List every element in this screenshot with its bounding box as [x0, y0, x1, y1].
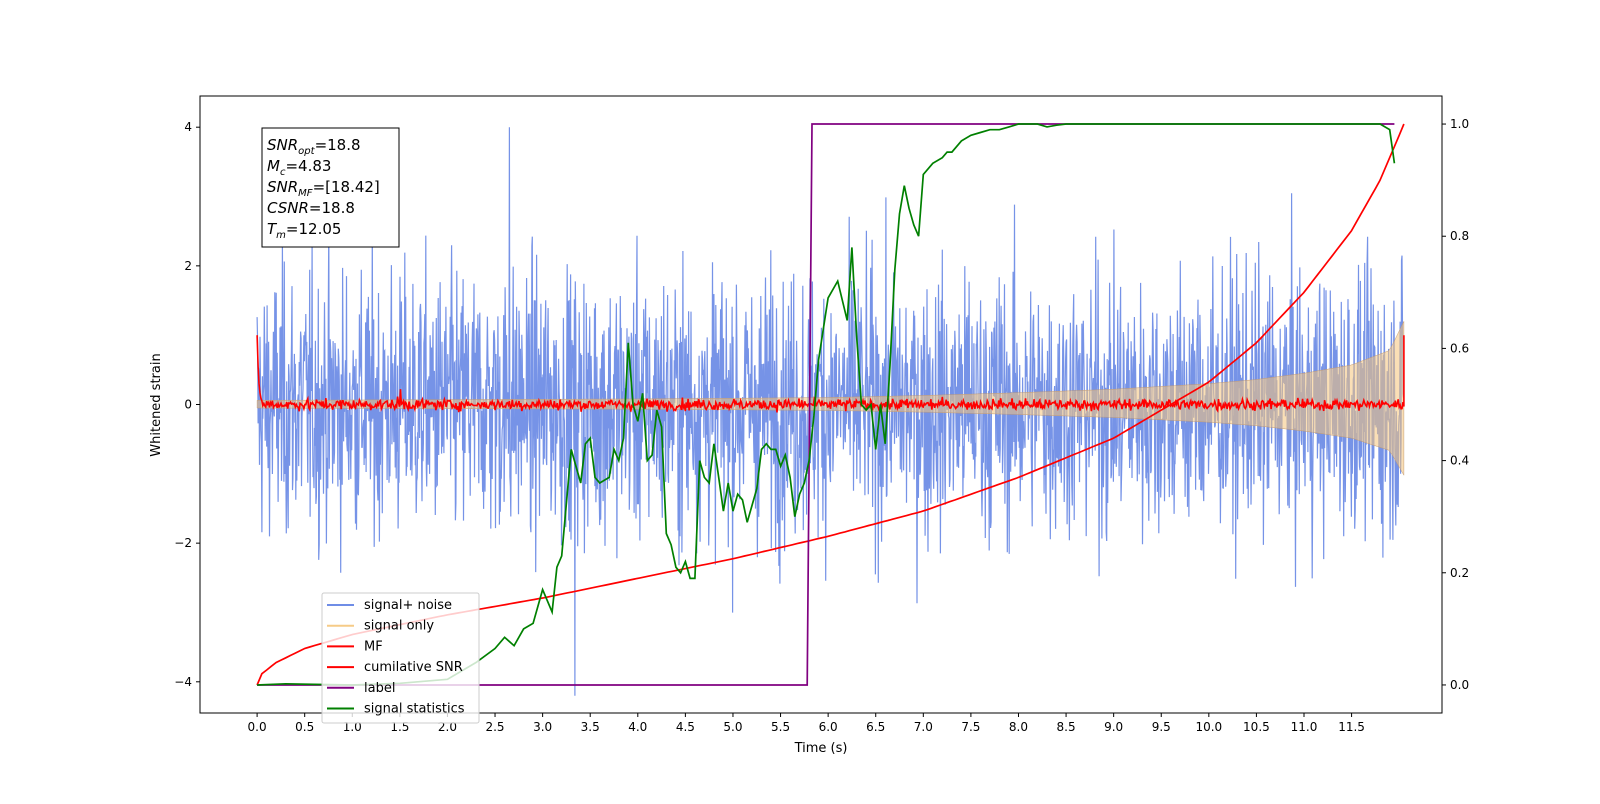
legend-label-mf: MF	[364, 639, 383, 654]
y2-tick-label: 1.0	[1450, 117, 1469, 131]
series-signal-only	[256, 321, 1405, 477]
annotation-line: Mc=4.83	[267, 157, 331, 178]
y2-tick-label: 0.4	[1450, 454, 1469, 468]
legend: signal+ noise signal only MF cumilative SNR…	[321, 592, 480, 724]
y-tick-label: 0	[184, 398, 192, 412]
series-layer	[256, 123, 1405, 696]
annotation-box: SNRopt=18.8Mc=4.83SNRMF=[18.42]CSNR=18.8…	[261, 127, 400, 248]
legend-label-label: label	[364, 681, 395, 696]
x-tick-label: 6.5	[866, 720, 885, 734]
legend-frame	[321, 592, 480, 724]
x-tick-label: 0.0	[248, 720, 267, 734]
series-mf	[256, 335, 1405, 413]
x-tick-label: 9.5	[1152, 720, 1171, 734]
x-tick-label: 8.0	[1009, 720, 1028, 734]
y-tick-label: −4	[174, 675, 192, 689]
x-tick-label: 4.0	[628, 720, 647, 734]
annotation-line: CSNR=18.8	[267, 199, 355, 217]
y2-tick-label: 0.2	[1450, 566, 1469, 580]
annotation-line: SNRopt=18.8	[267, 136, 361, 157]
y-tick-label: 4	[184, 120, 192, 134]
y-tick-label: −2	[174, 536, 192, 550]
series-signal-statistics	[257, 123, 1396, 686]
annotation-line: SNRMF=[18.42]	[267, 178, 380, 199]
annotation-line: Tm=12.05	[267, 220, 341, 241]
x-tick-label: 7.5	[961, 720, 980, 734]
x-tick-label: 6.0	[819, 720, 838, 734]
x-axis-label: Time (s)	[794, 741, 848, 756]
legend-label-signal-statistics: signal statistics	[364, 702, 465, 717]
x-tick-label: 5.0	[723, 720, 742, 734]
x-tick-label: 11.5	[1338, 720, 1365, 734]
y-tick-label: 2	[184, 259, 192, 273]
x-tick-label: 11.0	[1291, 720, 1318, 734]
legend-label-cumilative-snr: cumilative SNR	[364, 660, 463, 675]
x-tick-label: 7.0	[914, 720, 933, 734]
x-tick-label: 0.5	[295, 720, 314, 734]
x-tick-label: 10.0	[1195, 720, 1222, 734]
x-tick-label: 3.0	[533, 720, 552, 734]
legend-label-signal-only: signal only	[364, 619, 434, 634]
annotation-frame	[261, 127, 400, 248]
x-tick-label: 2.5	[485, 720, 504, 734]
x-tick-label: 5.5	[771, 720, 790, 734]
y-axis-label: Whitened strain	[149, 353, 164, 456]
y2-tick-label: 0.0	[1450, 678, 1469, 692]
y2-tick-label: 0.6	[1450, 341, 1469, 355]
x-tick-label: 10.5	[1243, 720, 1270, 734]
x-tick-label: 9.0	[1104, 720, 1123, 734]
y2-tick-label: 0.8	[1450, 229, 1469, 243]
x-tick-label: 3.5	[581, 720, 600, 734]
legend-label-signal-noise: signal+ noise	[364, 598, 452, 613]
x-tick-label: 4.5	[676, 720, 695, 734]
x-tick-label: 8.5	[1057, 720, 1076, 734]
series-signal-noise	[256, 127, 1405, 696]
